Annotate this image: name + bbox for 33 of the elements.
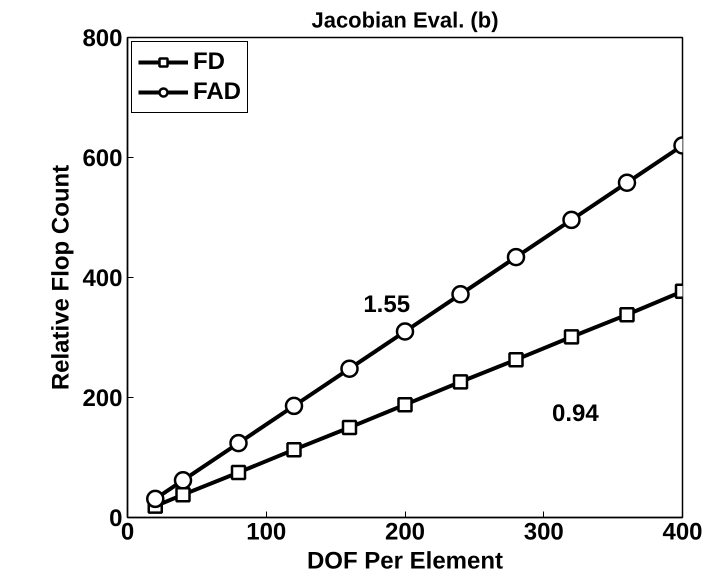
y-tick-label: 400 [82,265,123,292]
point [506,248,526,266]
annotation: 1.55 [363,290,410,318]
x-tick-label: 200 [384,518,426,546]
point [175,486,191,502]
point [229,434,248,452]
annotation: 0.94 [552,400,600,427]
point [564,329,580,345]
legend-label: FD [193,48,225,76]
point [452,374,468,390]
x-tick-label: 400 [662,518,703,546]
y-tick-label: 600 [82,145,123,172]
chart-title: Jacobian Eval. (b) [311,8,499,32]
legend-label: FAD [193,78,241,106]
point [284,396,304,416]
point [396,322,414,341]
y-axis-title: Relative Flop Count [47,164,74,390]
point [618,173,636,192]
x-tick-label: 100 [246,518,286,546]
point [342,420,358,436]
point [451,285,470,304]
y-tick-label: 800 [82,25,123,52]
point [397,396,413,412]
point [619,306,635,322]
point [230,464,246,480]
point [562,210,581,230]
x-axis-title: DOF Per Element [306,548,504,574]
point [508,352,524,368]
x-tick-label: 300 [524,518,564,546]
point [286,442,302,458]
y-tick-label: 200 [82,385,123,412]
point [146,490,164,508]
point [340,359,359,378]
